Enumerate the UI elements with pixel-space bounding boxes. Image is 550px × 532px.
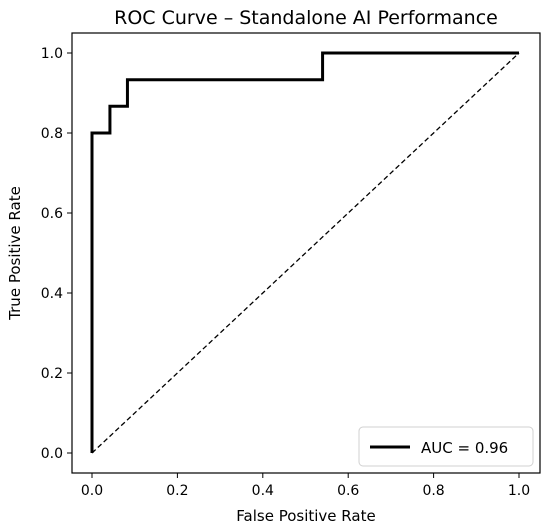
chance-line — [91, 52, 520, 454]
chart-title: ROC Curve – Standalone AI Performance — [114, 7, 498, 29]
plot-area — [90, 51, 520, 454]
y-axis-ticks: 0.0 0.2 0.4 0.6 0.8 1.0 — [41, 46, 72, 462]
x-tick-label: 0.0 — [81, 483, 103, 499]
y-tick-label: 0.6 — [41, 206, 63, 222]
legend-box — [358, 426, 534, 467]
y-tick-label: 0.8 — [41, 126, 63, 142]
x-tick-label: 1.0 — [508, 483, 530, 499]
x-axis-ticks: 0.0 0.2 0.4 0.6 0.8 1.0 — [81, 473, 530, 499]
x-tick-label: 0.8 — [422, 483, 444, 499]
legend-label: AUC = 0.96 — [421, 439, 508, 457]
y-tick-label: 0.2 — [41, 366, 63, 382]
axes-frame — [71, 32, 541, 474]
legend: AUC = 0.96 — [358, 426, 534, 467]
x-tick-label: 0.6 — [337, 483, 359, 499]
y-axis-label: True Positive Rate — [6, 186, 24, 321]
y-tick-label: 1.0 — [41, 46, 63, 62]
y-tick-label: 0.0 — [41, 446, 63, 462]
x-axis-label: False Positive Rate — [236, 507, 375, 525]
roc-curve-line — [90, 51, 519, 453]
x-tick-label: 0.4 — [252, 483, 274, 499]
x-tick-label: 0.2 — [166, 483, 188, 499]
y-tick-label: 0.4 — [41, 286, 63, 302]
